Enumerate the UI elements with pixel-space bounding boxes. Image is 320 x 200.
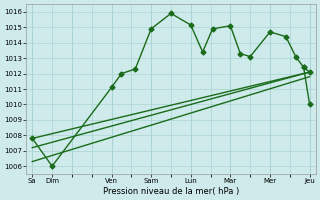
X-axis label: Pression niveau de la mer( hPa ): Pression niveau de la mer( hPa ) (103, 187, 239, 196)
